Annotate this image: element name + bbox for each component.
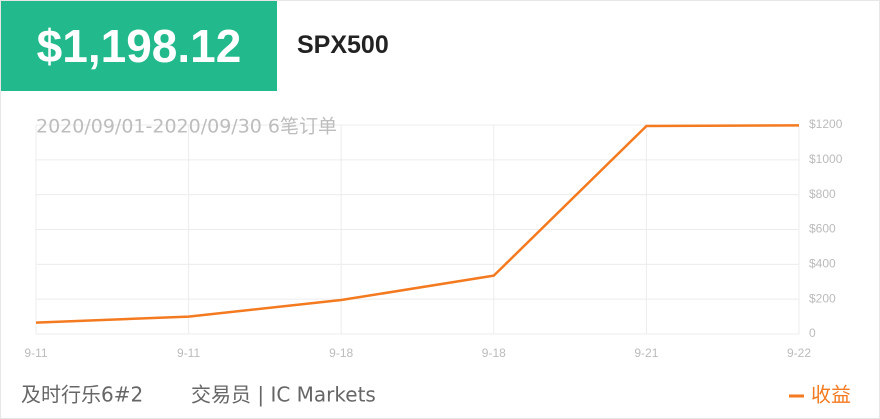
x-tick-label: 9-11 — [24, 346, 47, 360]
y-tick-label: $400 — [809, 257, 836, 271]
x-tick-label: 9-22 — [787, 346, 811, 360]
subtitle: 2020/09/01-2020/09/30 6笔订单 — [36, 116, 337, 138]
x-tick-label: 9-18 — [329, 346, 353, 360]
y-tick-label: $1200 — [809, 117, 843, 131]
trader: 交易员 | IC Markets — [191, 383, 376, 407]
line-series — [35, 124, 800, 324]
x-tick-label: 9-11 — [177, 346, 200, 360]
y-tick-label: $800 — [809, 187, 836, 201]
x-tick-label: 9-18 — [482, 346, 506, 360]
y-tick-label: $200 — [809, 291, 836, 305]
y-tick-label: $600 — [809, 222, 836, 236]
legend-label: 收益 — [811, 383, 851, 407]
account: 及时行乐6#2 — [21, 383, 143, 407]
y-tick-label: 0 — [809, 326, 816, 340]
y-tick-label: $1000 — [809, 152, 843, 166]
x-tick-label: 9-21 — [634, 346, 658, 360]
price-badge: $1,198.12 — [1, 1, 277, 91]
symbol: SPX500 — [297, 31, 389, 59]
